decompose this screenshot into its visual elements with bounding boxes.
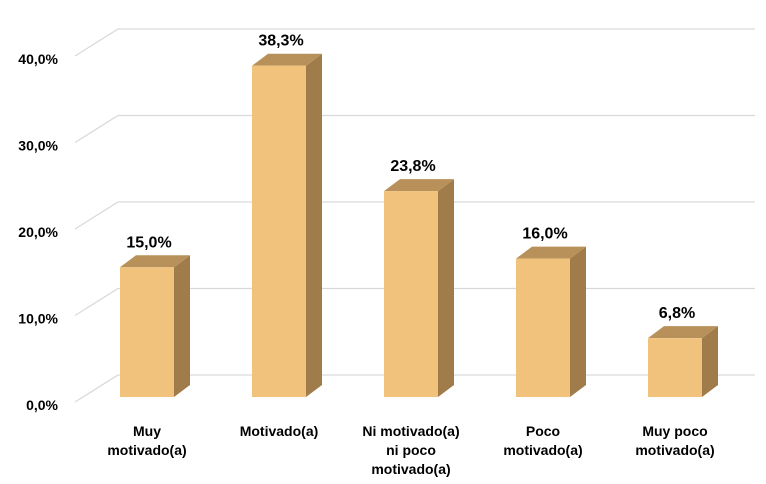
bar-top (120, 255, 190, 268)
data-label: 23,8% (390, 158, 435, 175)
bar (120, 267, 174, 397)
bar (384, 191, 438, 397)
data-label: 15,0% (126, 234, 171, 251)
data-label: 6,8% (659, 305, 695, 322)
x-tick-label: Muy poco motivado(a) (635, 423, 715, 458)
y-tick-label: 30,0% (18, 138, 58, 154)
grid-line (74, 201, 755, 230)
x-tick-label: Motivado(a) (239, 423, 319, 439)
y-tick-label: 0,0% (26, 397, 58, 413)
bar-top (384, 179, 454, 192)
grid-line (74, 28, 755, 57)
y-tick-label: 40,0% (18, 51, 58, 67)
bar-side (306, 53, 322, 397)
x-tick-label: Muy motivado(a) (107, 423, 187, 458)
bar-top (252, 53, 322, 66)
bar-top (516, 246, 586, 259)
x-tick-label: Ni motivado(a) ni poco motivado(a) (362, 423, 460, 477)
x-tick-label: Poco motivado(a) (503, 423, 583, 458)
bar (516, 258, 570, 397)
y-tick-label: 20,0% (18, 224, 58, 240)
y-tick-label: 10,0% (18, 311, 58, 327)
bar-side (702, 326, 718, 397)
bar-side (174, 255, 190, 397)
bar (252, 65, 306, 397)
data-label: 16,0% (522, 226, 567, 243)
grid-line (74, 114, 755, 144)
bar-top (648, 326, 718, 339)
bar (648, 338, 702, 397)
bar-side (438, 179, 454, 397)
bar-side (570, 246, 586, 397)
data-label: 38,3% (258, 33, 303, 50)
